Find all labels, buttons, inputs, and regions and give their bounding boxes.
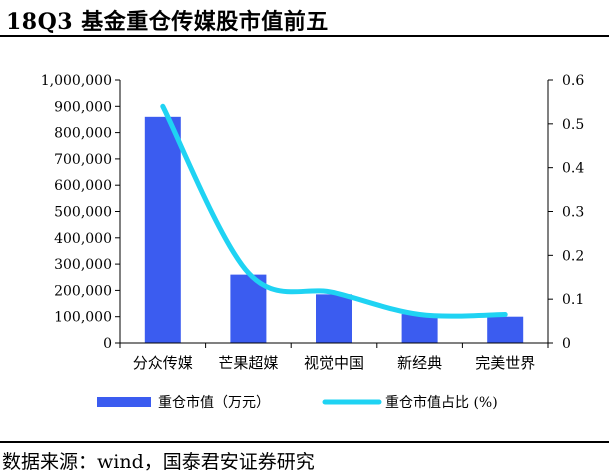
left-tick-label: 500,000 [54, 205, 112, 221]
chart-title: 18Q3 基金重仓传媒股市值前五 [6, 9, 329, 35]
bar-1 [144, 116, 181, 343]
share-line [160, 103, 508, 319]
left-tick-label: 800,000 [54, 126, 112, 142]
category-label: 分众传媒 [133, 354, 193, 372]
source-note: 数据来源：wind，国泰君安证券研究 [2, 451, 315, 473]
left-tick-label: 200,000 [54, 283, 112, 299]
bar-4 [401, 314, 438, 343]
left-tick-label: 100,000 [54, 310, 112, 326]
right-tick-label: 0.2 [562, 248, 584, 264]
bar-series [144, 116, 524, 343]
legend-line-label: 重仓市值占比 (%) [385, 394, 498, 411]
legend: 重仓市值（万元） 重仓市值占比 (%) [97, 394, 498, 411]
left-tick-label: 0 [103, 336, 112, 352]
title-divider [0, 35, 609, 37]
left-tick-label: 300,000 [54, 257, 112, 273]
left-tick-label: 900,000 [54, 99, 112, 115]
right-tick-label: 0.1 [562, 292, 584, 308]
right-tick-label: 0.6 [562, 73, 584, 89]
category-label: 芒果超媒 [218, 354, 278, 372]
right-tick-label: 0.3 [562, 205, 584, 221]
bar-3 [316, 294, 352, 343]
left-tick-label: 1,000,000 [41, 73, 112, 89]
category-label: 新经典 [397, 354, 442, 372]
left-tick-label: 600,000 [54, 178, 112, 194]
right-tick-label: 0.5 [562, 117, 584, 133]
category-label: 视觉中国 [304, 354, 364, 372]
legend-bar-label: 重仓市值（万元） [158, 394, 270, 411]
right-tick-label: 0 [562, 336, 571, 352]
line-series [160, 103, 508, 319]
left-tick-label: 400,000 [54, 231, 112, 247]
axes: 0 100,000 200,000 300,000 400,000 500,000 600,… [41, 73, 585, 372]
right-tick-label: 0.4 [562, 161, 584, 177]
left-tick-label: 700,000 [54, 152, 112, 168]
chart: 0 100,000 200,000 300,000 400,000 500,000 600,… [41, 73, 585, 411]
category-label: 完美世界 [475, 354, 535, 372]
legend-bar-swatch [97, 397, 151, 407]
source-divider [0, 441, 609, 443]
bar-5 [487, 316, 524, 343]
